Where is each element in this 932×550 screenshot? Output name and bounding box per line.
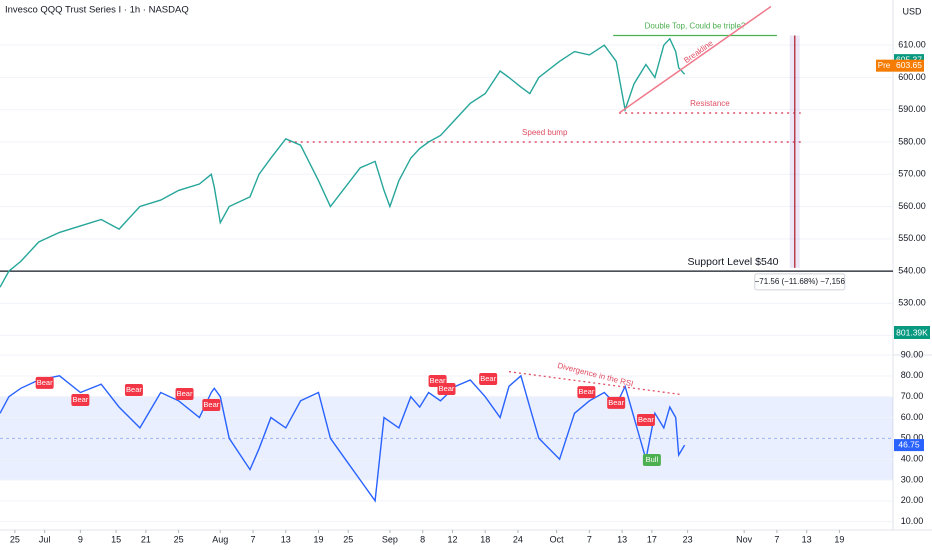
rsi-signal-label: Bear — [608, 398, 624, 407]
x-tick-label: 13 — [802, 534, 812, 544]
pre-price: 603.65 — [896, 60, 922, 70]
x-tick-label: 7 — [774, 534, 779, 544]
x-tick-label: 12 — [447, 534, 457, 544]
volume-label-box — [894, 326, 930, 339]
x-tick-label: 25 — [174, 534, 184, 544]
x-tick-label: Sep — [382, 534, 398, 544]
y-tick-label: 540.00 — [898, 265, 926, 275]
x-tick-label: 13 — [617, 534, 627, 544]
x-tick-label: 18 — [480, 534, 490, 544]
x-tick-label: 7 — [251, 534, 256, 544]
volume-label: 801.39K — [896, 327, 928, 337]
rsi-signal-box — [35, 376, 54, 389]
rsi-last: 46.75 — [898, 439, 920, 449]
rsi-signal-label: Bear — [638, 415, 654, 424]
x-tick-label: 9 — [78, 534, 83, 544]
x-tick-label: Aug — [212, 534, 228, 544]
rsi-tick-label: 90.00 — [901, 349, 924, 359]
last-price: 605.37 — [896, 54, 922, 64]
rsi-tick-label: 20.00 — [901, 495, 924, 505]
y-tick-label: 560.00 — [898, 201, 926, 211]
x-tick-label: 25 — [10, 534, 20, 544]
level-label: Double Top, Could be triple? — [645, 22, 746, 31]
rsi-tick-label: 10.00 — [901, 516, 924, 526]
rsi-last-box — [894, 439, 924, 452]
rsi-signal-box — [577, 386, 596, 399]
price-line — [0, 37, 686, 288]
level-label: Support Level $540 — [687, 256, 778, 268]
level-label: Resistance — [690, 99, 730, 108]
x-tick-label: 17 — [647, 534, 657, 544]
rsi-tick-label: 60.00 — [901, 412, 924, 422]
rsi-signal-box — [642, 454, 661, 466]
x-tick-label: 23 — [683, 534, 693, 544]
level-label: Speed bump — [522, 128, 568, 137]
x-tick-label: Oct — [550, 534, 565, 544]
rsi-signal-label: Bear — [578, 387, 594, 396]
rsi-tick-label: 80.00 — [901, 370, 924, 380]
rsi-signal-box — [71, 394, 90, 406]
chart-title: Invesco QQQ Trust Series I · 1h · NASDAQ — [5, 5, 189, 16]
rsi-signal-label: Bear — [203, 400, 219, 409]
y-tick-label: 570.00 — [898, 169, 926, 179]
x-tick-label: 19 — [834, 534, 844, 544]
currency: USD — [902, 6, 922, 16]
rsi-tick-label: 70.00 — [901, 391, 924, 401]
rsi-signal-label: Bear — [126, 385, 142, 394]
rsi-signal-box — [202, 399, 221, 411]
rsi-signal-label: Bear — [480, 374, 496, 383]
rsi-signal-label: Bear — [72, 395, 88, 404]
rsi-signal-label: Bear — [177, 389, 193, 398]
x-tick-label: 8 — [420, 534, 425, 544]
rsi-divergence — [508, 371, 682, 396]
trendline — [618, 5, 772, 114]
y-tick-label: 530.00 — [898, 298, 926, 308]
y-tick-label: 600.00 — [898, 72, 926, 82]
x-tick-label: 19 — [313, 534, 323, 544]
measure-label-box — [754, 273, 846, 291]
x-tick-label: 25 — [343, 534, 353, 544]
x-tick-label: Nov — [736, 534, 753, 544]
rsi-signal-label: Bear — [430, 376, 446, 385]
y-tick-label: 580.00 — [898, 136, 926, 146]
y-tick-label: 550.00 — [898, 233, 926, 243]
x-tick-label: 15 — [111, 534, 121, 544]
measure-label: −71.56 (−11.68%) −7,156 — [755, 277, 846, 286]
x-tick-label: 21 — [141, 534, 151, 544]
pre-price-box — [876, 59, 924, 72]
rsi-signal-box — [636, 414, 655, 426]
x-tick-label: Jul — [39, 534, 51, 544]
rsi-signal-label: Bear — [37, 378, 53, 387]
x-tick-label: 24 — [513, 534, 523, 544]
pre-label: Pre — [878, 61, 891, 70]
rsi-signal-box — [175, 387, 194, 400]
y-tick-label: 590.00 — [898, 104, 926, 114]
rsi-tick-label: 50.00 — [901, 433, 924, 443]
rsi-tick-label: 30.00 — [901, 474, 924, 484]
rsi-tick-label: 40.00 — [901, 454, 924, 464]
rsi-signal-label: Bear — [439, 384, 455, 393]
rsi-signal-box — [124, 384, 143, 396]
y-tick-label: 610.00 — [898, 40, 926, 50]
x-tick-label: 7 — [587, 534, 592, 544]
x-tick-label: 13 — [281, 534, 291, 544]
rsi-signal-box — [479, 372, 498, 385]
rsi-signal-box — [607, 396, 626, 409]
rsi-signal-label: Bull — [646, 455, 659, 464]
rsi-signal-box — [437, 382, 456, 395]
